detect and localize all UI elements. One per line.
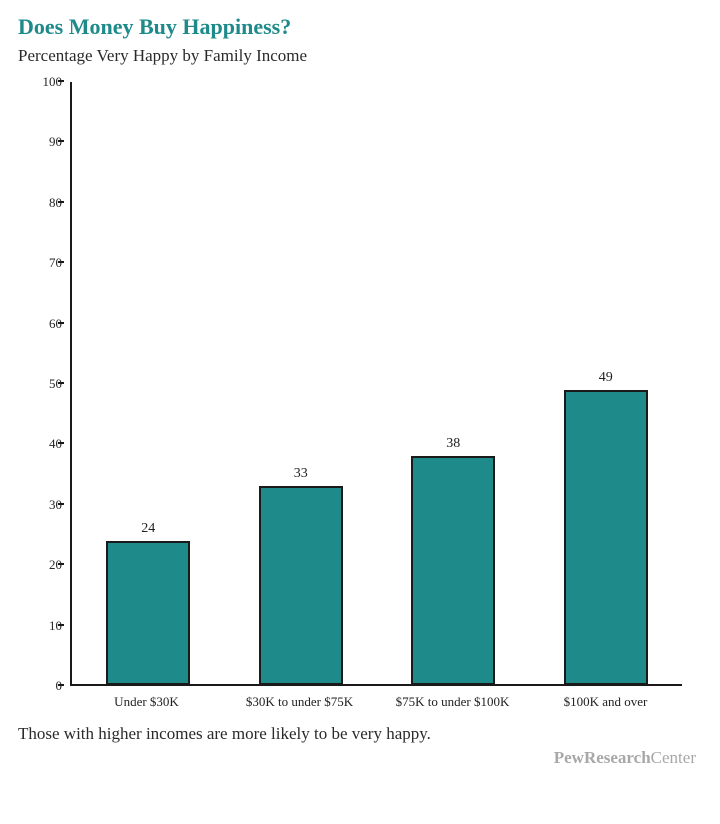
attribution: PewResearchCenter <box>18 748 702 768</box>
footer-note: Those with higher incomes are more likel… <box>18 724 702 744</box>
y-tick-mark <box>58 322 64 324</box>
x-tick-label: $30K to under $75K <box>246 694 353 710</box>
bar: 33 <box>259 486 343 685</box>
x-tick-label: Under $30K <box>114 694 179 710</box>
attribution-bold: PewResearch <box>554 748 651 767</box>
y-tick-label: 30 <box>49 497 62 513</box>
y-tick-label: 10 <box>49 618 62 634</box>
bar: 24 <box>106 541 190 685</box>
y-tick-mark <box>58 201 64 203</box>
x-tick-label: $75K to under $100K <box>396 694 510 710</box>
bar-value-label: 33 <box>294 466 308 482</box>
bar: 38 <box>411 456 495 685</box>
y-tick-label: 70 <box>49 255 62 271</box>
x-tick-label: $100K and over <box>564 694 648 710</box>
y-tick-label: 0 <box>56 678 63 694</box>
chart-container: Does Money Buy Happiness? Percentage Ver… <box>0 0 720 824</box>
bars-group: 24 33 38 49 <box>72 82 682 684</box>
y-tick-label: 20 <box>49 557 62 573</box>
y-tick-mark <box>58 261 64 263</box>
bar-value-label: 49 <box>599 370 613 386</box>
y-tick-label: 80 <box>49 195 62 211</box>
attribution-light: Center <box>651 748 696 767</box>
y-tick-mark <box>58 382 64 384</box>
plot: 24 33 38 49 <box>70 82 682 686</box>
bar-value-label: 24 <box>141 521 155 537</box>
y-tick-mark <box>58 80 64 82</box>
chart-subtitle: Percentage Very Happy by Family Income <box>18 46 702 66</box>
y-tick-label: 40 <box>49 436 62 452</box>
bar: 49 <box>564 390 648 685</box>
y-tick-mark <box>58 442 64 444</box>
y-tick-mark <box>58 503 64 505</box>
x-axis: Under $30K $30K to under $75K $75K to unde… <box>70 688 682 716</box>
y-tick-mark <box>58 624 64 626</box>
y-tick-mark <box>58 140 64 142</box>
y-tick-mark <box>58 563 64 565</box>
bar-value-label: 38 <box>446 436 460 452</box>
y-tick-mark <box>58 684 64 686</box>
y-tick-label: 60 <box>49 316 62 332</box>
y-tick-label: 100 <box>43 74 63 90</box>
chart-title: Does Money Buy Happiness? <box>18 14 702 40</box>
y-tick-label: 50 <box>49 376 62 392</box>
y-tick-label: 90 <box>49 134 62 150</box>
y-axis: 0102030405060708090100 <box>18 82 68 686</box>
plot-area: 0 10 20 30 40 50 60 70 80 90 100 24 33 38 49 Under $3… <box>18 76 702 716</box>
